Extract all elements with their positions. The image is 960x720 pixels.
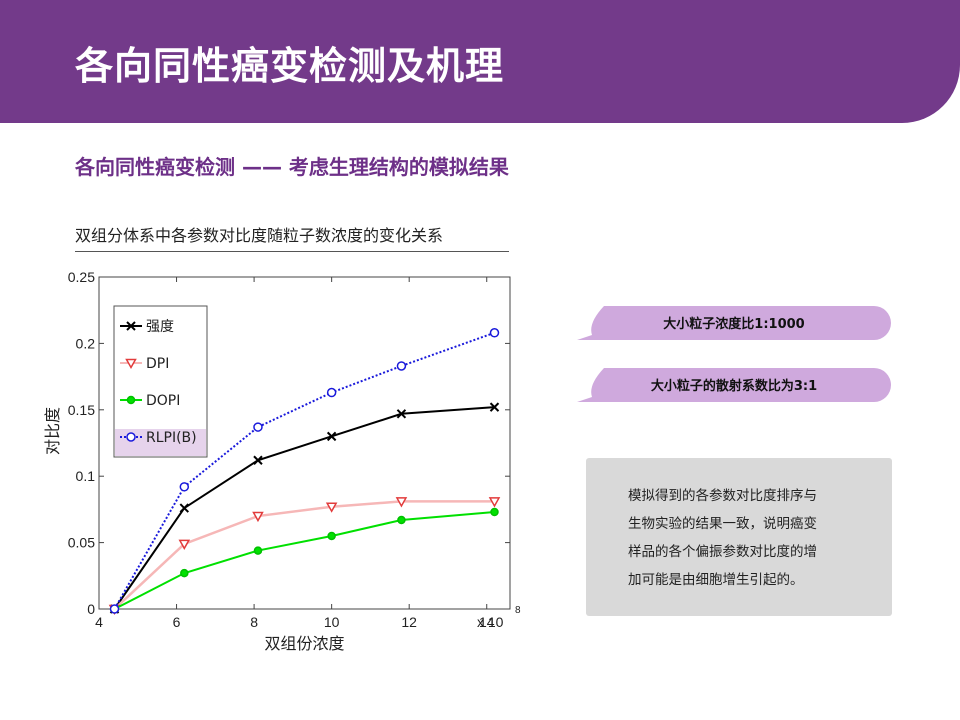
x-tick-label: 14 bbox=[479, 614, 495, 630]
callout-scattering-ratio: 大小粒子的散射系数比为3:1 bbox=[577, 368, 891, 402]
x-multiplier-label: x 10 bbox=[477, 614, 504, 630]
data-point bbox=[180, 568, 189, 578]
chart-caption: 双组分体系中各参数对比度随粒子数浓度的变化关系 bbox=[75, 228, 509, 252]
y-tick-label: 0.15 bbox=[68, 402, 95, 418]
page-title: 各向同性癌变检测及机理 bbox=[75, 44, 505, 88]
data-point bbox=[253, 546, 263, 555]
data-point bbox=[397, 515, 406, 525]
y-tick-label: 0 bbox=[87, 601, 95, 617]
header-bar: 各向同性癌变检测及机理 bbox=[0, 0, 960, 123]
data-point bbox=[395, 497, 408, 508]
callout-shape bbox=[577, 306, 891, 340]
data-point bbox=[488, 497, 501, 508]
legend-label: DPI bbox=[146, 356, 169, 372]
data-point bbox=[179, 503, 190, 513]
y-tick-label: 0.1 bbox=[76, 468, 96, 484]
x-tick-label: 6 bbox=[173, 614, 181, 630]
x-axis-label: 双组份浓度 bbox=[264, 634, 344, 653]
data-point bbox=[325, 502, 338, 513]
data-point bbox=[126, 432, 136, 442]
conclusion-line: 生物实验的结果一致，说明癌变 bbox=[628, 516, 817, 532]
data-point bbox=[252, 511, 264, 523]
series-line bbox=[113, 331, 495, 610]
y-axis-label: 对比度 bbox=[43, 407, 62, 455]
conclusion-line: 模拟得到的各参数对比度排序与 bbox=[628, 488, 817, 504]
data-point bbox=[109, 604, 120, 614]
data-point bbox=[253, 455, 263, 465]
data-point bbox=[178, 539, 191, 550]
conclusion-line: 加可能是由细胞增生引起的。 bbox=[628, 572, 804, 588]
callout-shape bbox=[577, 368, 891, 402]
x-tick-label: 8 bbox=[250, 614, 258, 630]
callout-text: 大小粒子的散射系数比为3:1 bbox=[651, 378, 817, 394]
legend-label: DOPI bbox=[146, 393, 180, 409]
data-point bbox=[327, 531, 336, 541]
conclusion-text: 模拟得到的各参数对比度排序与 生物实验的结果一致，说明癌变 样品的各个偏振参数对… bbox=[628, 482, 868, 594]
conclusion-box bbox=[586, 458, 892, 616]
y-tick-label: 0.2 bbox=[76, 335, 96, 351]
series-line bbox=[113, 406, 495, 610]
series-RLPI(B) bbox=[109, 328, 500, 614]
data-point bbox=[179, 482, 190, 492]
x-tick-label: 12 bbox=[401, 614, 417, 630]
data-point bbox=[126, 321, 136, 331]
callout-concentration-ratio: 大小粒子浓度比1:1000 bbox=[577, 306, 891, 340]
data-point bbox=[326, 387, 337, 398]
callout-text: 大小粒子浓度比1:1000 bbox=[663, 316, 804, 332]
conclusion-line: 样品的各个偏振参数对比度的增 bbox=[628, 544, 817, 560]
legend-label: RLPI(B) bbox=[146, 430, 197, 446]
data-point bbox=[253, 422, 263, 432]
data-point bbox=[489, 328, 500, 338]
x-multiplier-exponent: 8 bbox=[515, 605, 521, 616]
data-point bbox=[396, 361, 407, 371]
data-point bbox=[396, 409, 407, 419]
data-point bbox=[490, 507, 499, 517]
chart-legend: 强度 DPI DOPI RLPI(B) bbox=[113, 305, 208, 458]
legend-label: 强度 bbox=[146, 319, 174, 335]
x-tick-label: 4 bbox=[95, 614, 103, 630]
series-line bbox=[113, 500, 495, 610]
series-line bbox=[114, 511, 495, 610]
section-subtitle: 各向同性癌变检测 —— 考虑生理结构的模拟结果 bbox=[75, 155, 509, 179]
data-point bbox=[126, 395, 136, 405]
data-point bbox=[326, 431, 337, 442]
data-point bbox=[489, 402, 500, 412]
y-tick-label: 0.05 bbox=[68, 535, 95, 551]
data-point bbox=[125, 358, 137, 370]
y-tick-label: 0.25 bbox=[68, 269, 95, 285]
x-tick-label: 10 bbox=[324, 614, 340, 630]
